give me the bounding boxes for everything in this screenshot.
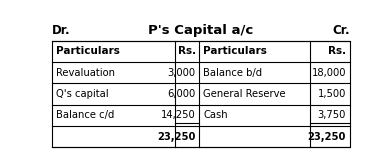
Text: 14,250: 14,250 xyxy=(161,110,196,120)
Text: 3,750: 3,750 xyxy=(318,110,346,120)
Text: Particulars: Particulars xyxy=(203,46,267,56)
Text: 6,000: 6,000 xyxy=(167,89,196,99)
Text: Cr.: Cr. xyxy=(332,24,350,37)
Text: Particulars: Particulars xyxy=(56,46,120,56)
Text: 3,000: 3,000 xyxy=(168,68,196,78)
Text: Balance b/d: Balance b/d xyxy=(203,68,262,78)
Text: Revaluation: Revaluation xyxy=(56,68,115,78)
Text: Dr.: Dr. xyxy=(52,24,71,37)
Text: General Reserve: General Reserve xyxy=(203,89,286,99)
Text: 18,000: 18,000 xyxy=(312,68,346,78)
Text: 23,250: 23,250 xyxy=(308,132,346,142)
Text: 1,500: 1,500 xyxy=(318,89,346,99)
Text: Cash: Cash xyxy=(203,110,228,120)
Text: Q's capital: Q's capital xyxy=(56,89,108,99)
Text: Rs.: Rs. xyxy=(328,46,346,56)
Text: 23,250: 23,250 xyxy=(157,132,196,142)
Text: Balance c/d: Balance c/d xyxy=(56,110,114,120)
Text: P's Capital a/c: P's Capital a/c xyxy=(148,24,254,37)
Text: Rs.: Rs. xyxy=(178,46,196,56)
